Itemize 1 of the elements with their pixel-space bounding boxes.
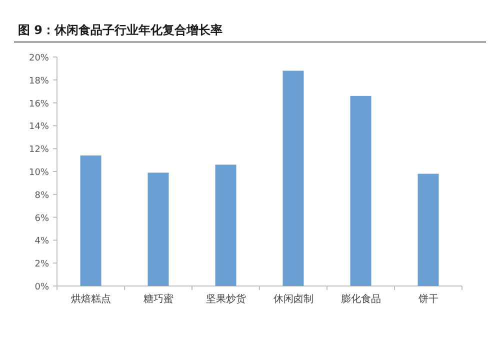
title: 图 9：休闲食品子行业年化复合增长率 xyxy=(18,23,223,37)
